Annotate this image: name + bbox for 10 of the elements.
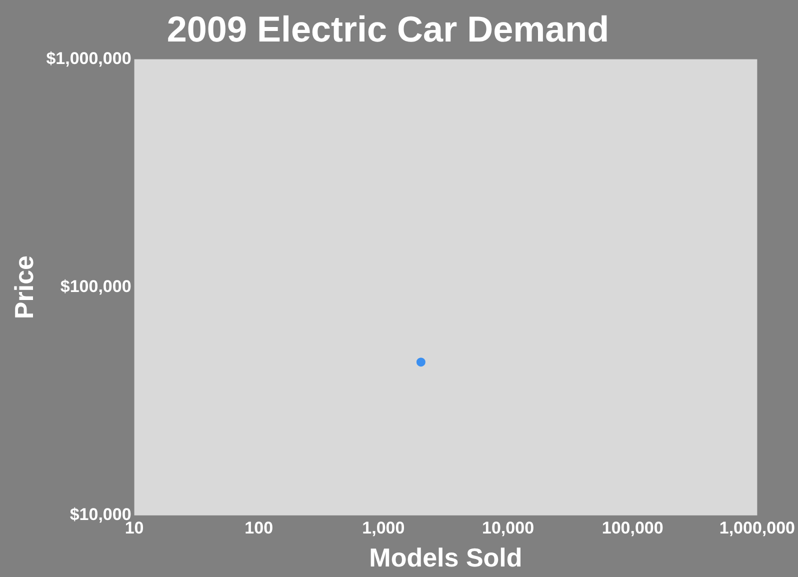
chart-title: 2009 Electric Car Demand [166, 8, 610, 50]
x-tick-label: 100 [244, 518, 274, 538]
y-tick-label: $100,000 [60, 276, 132, 296]
x-tick-label: 1,000 [362, 518, 405, 538]
x-tick-label: 1,000,000 [719, 518, 796, 538]
x-tick-label: 100,000 [602, 518, 664, 538]
y-tick-label: $1,000,000 [46, 48, 132, 68]
x-axis-title: Models Sold [369, 542, 522, 573]
x-tick-label: 10,000 [482, 518, 534, 538]
y-axis-title: Price [8, 255, 39, 320]
